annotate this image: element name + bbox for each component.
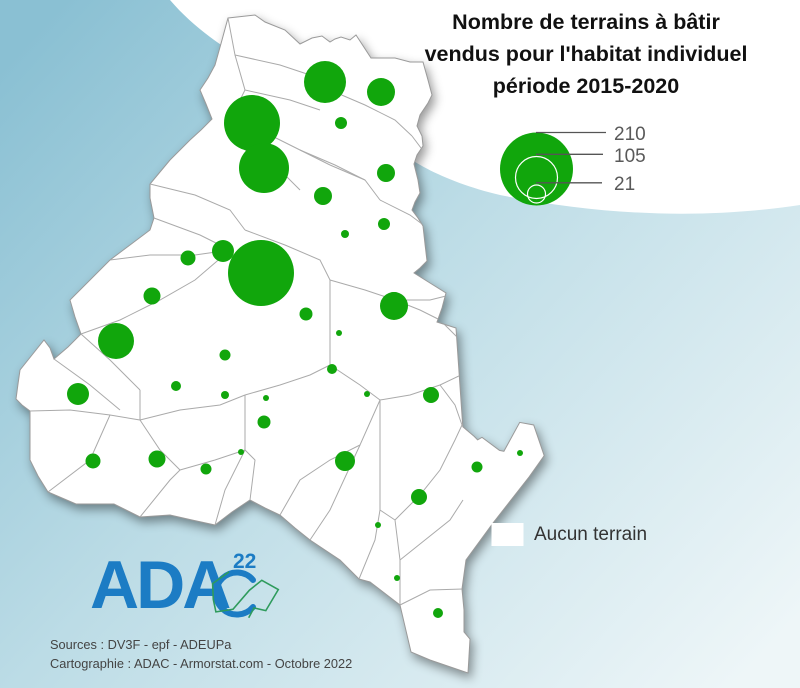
svg-text:ADA: ADA: [90, 547, 230, 623]
svg-text:Sources : DV3F - epf - ADEUPa: Sources : DV3F - epf - ADEUPa: [50, 637, 232, 652]
svg-text:Aucun terrain: Aucun terrain: [534, 524, 647, 545]
svg-text:Cartographie : ADAC - Armorsta: Cartographie : ADAC - Armorstat.com - Oc…: [50, 656, 352, 671]
